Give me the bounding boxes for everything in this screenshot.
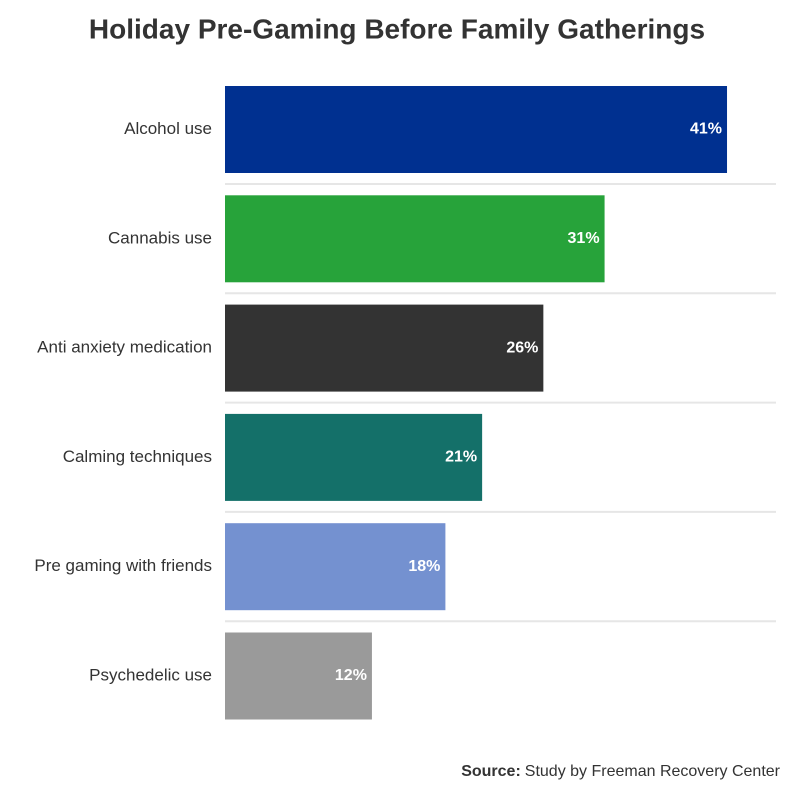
source-text: Study by Freeman Recovery Center: [525, 763, 781, 780]
bar: [225, 195, 605, 283]
category-label: Alcohol use: [124, 119, 212, 138]
value-label: 31%: [568, 230, 600, 247]
value-label: 41%: [690, 121, 722, 138]
bar: [225, 413, 483, 501]
category-label: Psychedelic use: [89, 665, 212, 684]
category-label: Calming techniques: [63, 447, 212, 466]
bar: [225, 304, 544, 392]
chart-title: Holiday Pre-Gaming Before Family Gatheri…: [89, 13, 705, 44]
bar: [225, 632, 372, 720]
source-label: Source:: [461, 763, 521, 780]
value-label: 12%: [335, 667, 367, 684]
bar: [225, 86, 728, 173]
category-label: Pre gaming with friends: [34, 556, 212, 575]
value-label: 26%: [506, 339, 538, 356]
value-label: 21%: [445, 449, 477, 466]
category-label: Anti anxiety medication: [37, 338, 212, 357]
bar: [225, 523, 446, 611]
category-label: Cannabis use: [108, 228, 212, 247]
source: Source: Study by Freeman Recovery Center: [461, 763, 780, 780]
value-label: 18%: [408, 558, 440, 575]
